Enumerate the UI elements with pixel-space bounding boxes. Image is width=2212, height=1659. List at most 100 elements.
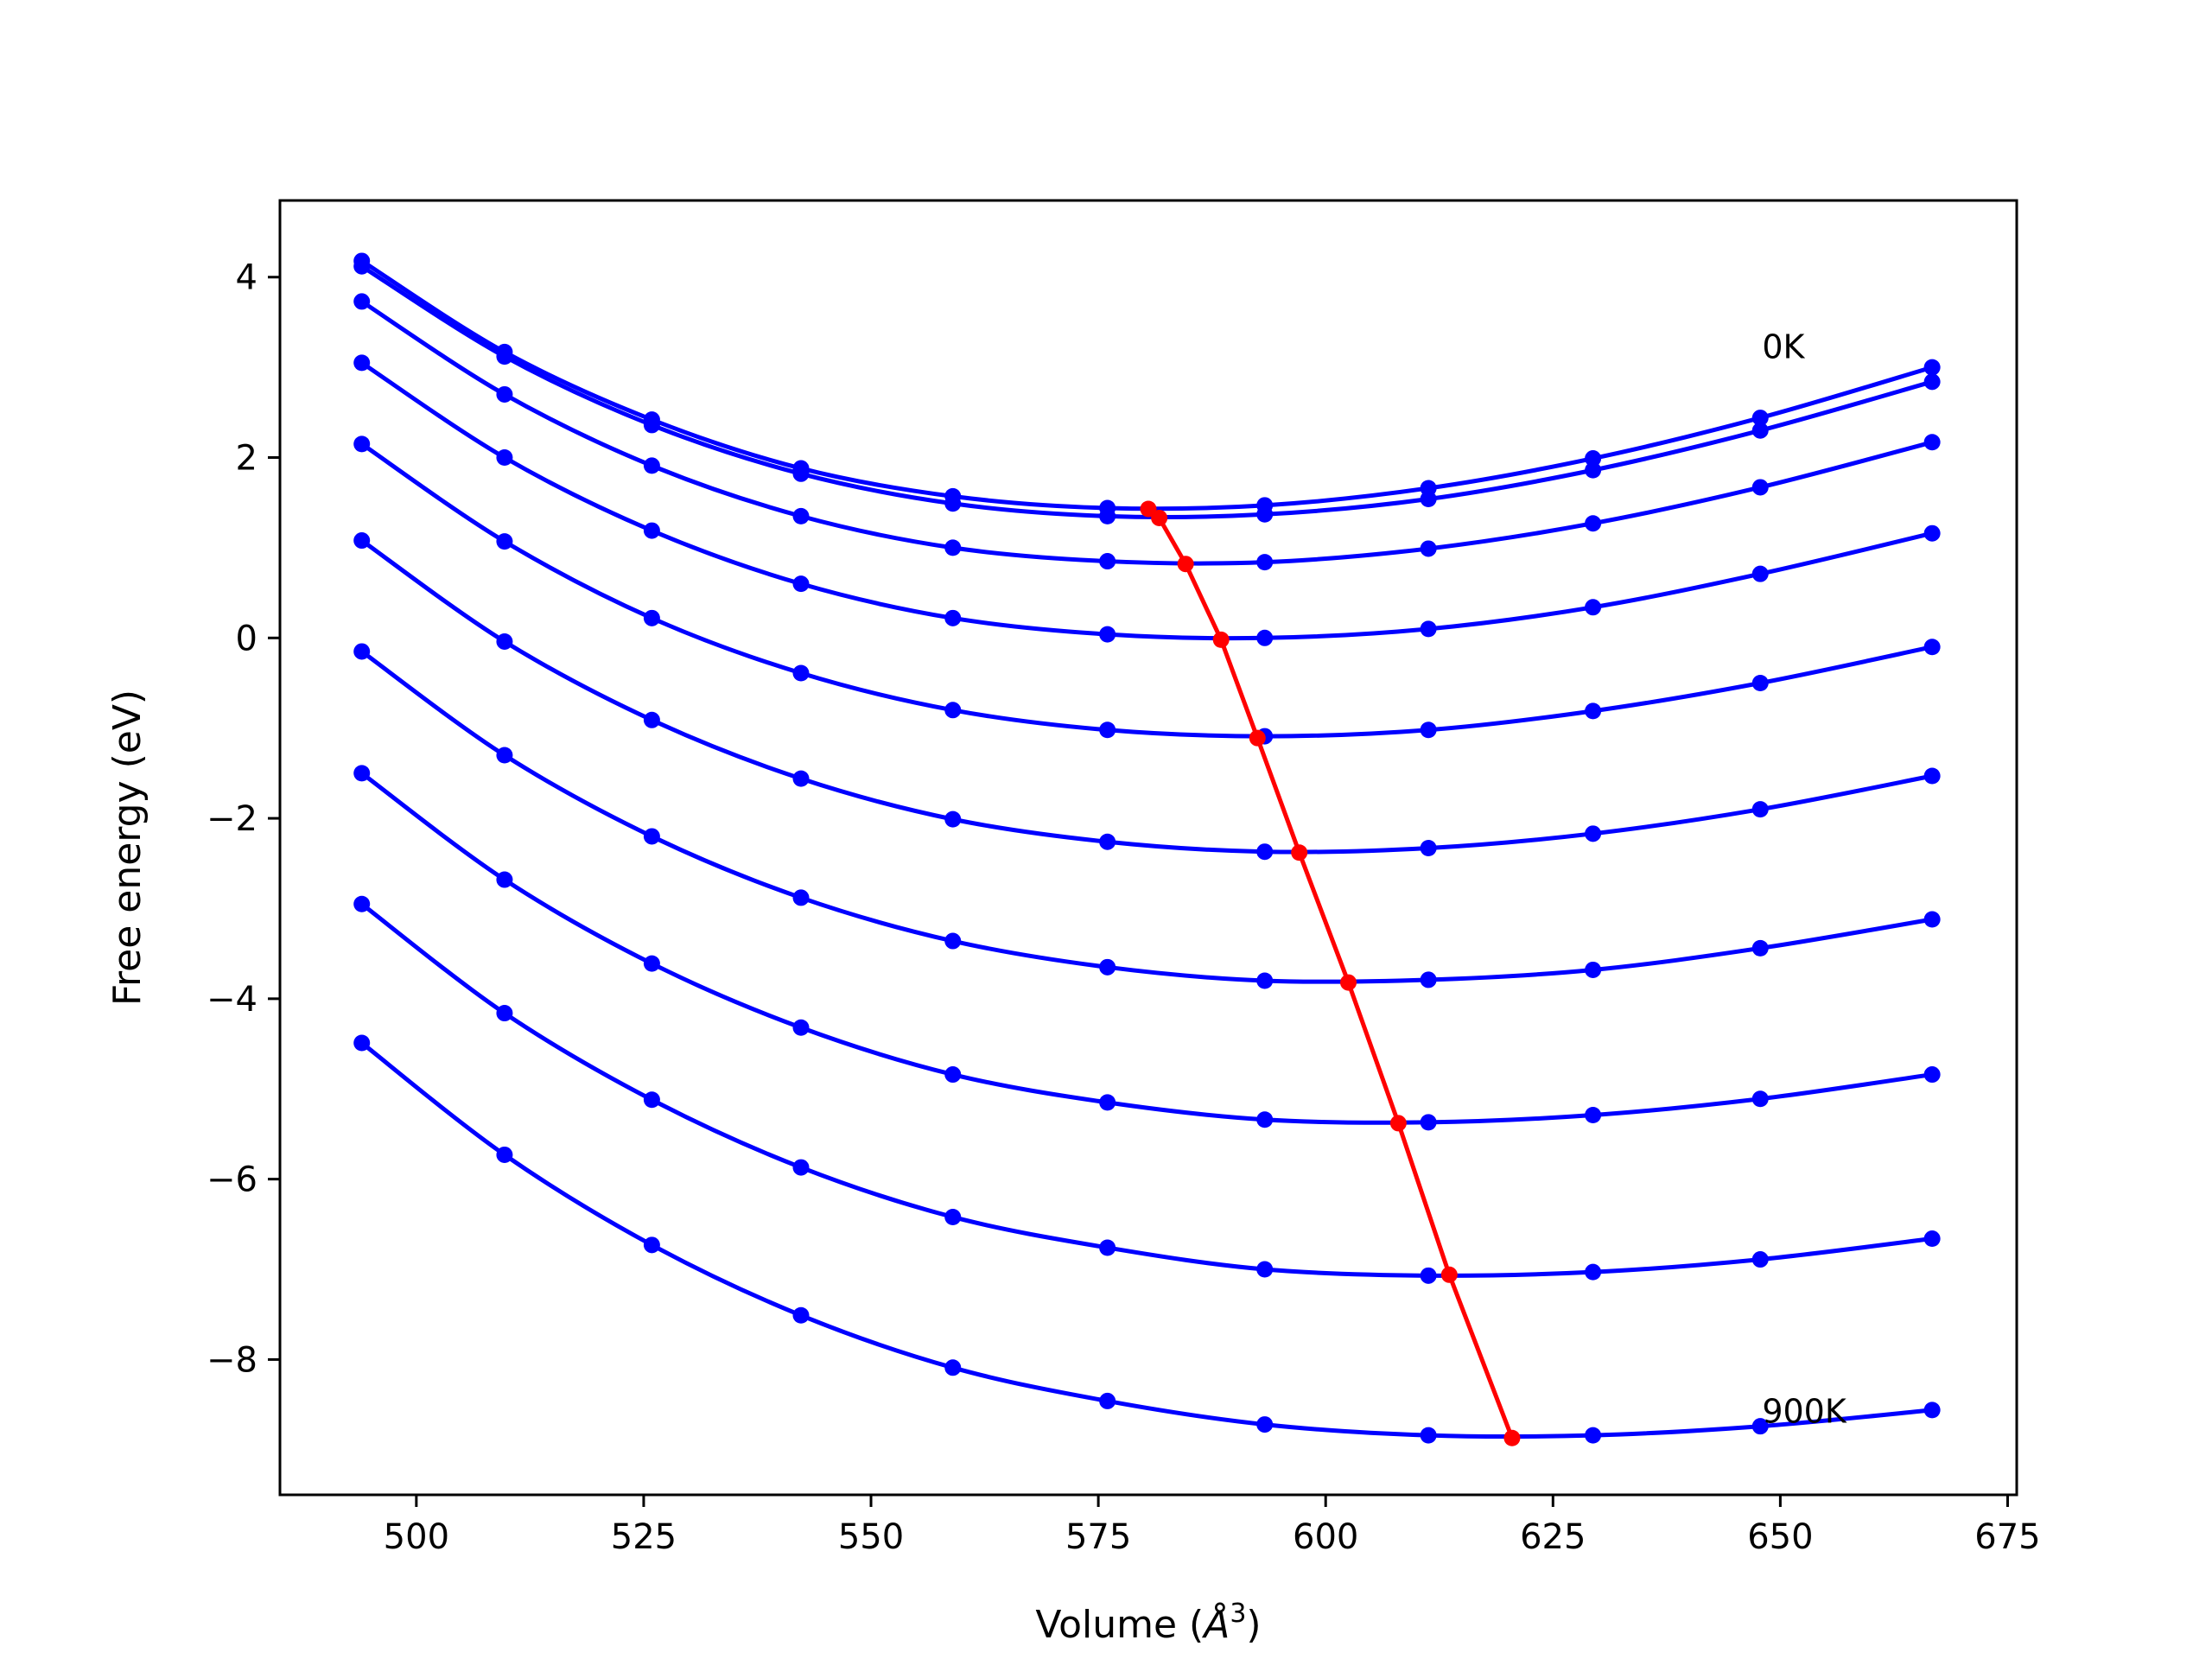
minima-point-3	[1212, 631, 1230, 648]
annotation-1: 900K	[1762, 1392, 1847, 1430]
series-5-point-6	[1256, 843, 1274, 861]
series-5-point-9	[1751, 801, 1769, 818]
series-layer	[353, 252, 1941, 1444]
series-7-point-4	[944, 1066, 962, 1084]
minima-point-8	[1440, 1266, 1458, 1283]
series-7-point-3	[792, 1019, 810, 1036]
x-axis-label-unit: Å	[1201, 1601, 1230, 1647]
series-6-point-10	[1923, 911, 1941, 928]
series-9-point-7	[1420, 1427, 1437, 1444]
x-tick-label-6: 650	[1747, 1517, 1813, 1557]
y-tick-label-4: 0	[236, 619, 257, 658]
minima-point-1	[1151, 509, 1168, 526]
series-5-point-8	[1585, 825, 1602, 842]
series-8-point-10	[1923, 1230, 1941, 1248]
series-6-point-7	[1420, 971, 1437, 988]
annotation-0: 0K	[1762, 328, 1805, 366]
y-tick-label-5: 2	[236, 439, 257, 479]
series-2-point-6	[1256, 554, 1274, 571]
series-8-point-6	[1256, 1261, 1274, 1278]
series-1-point-4	[944, 495, 962, 512]
series-9-point-5	[1099, 1392, 1116, 1409]
series-8-point-3	[792, 1159, 810, 1176]
x-axis-ticks: 500 525 550 575 600 625 650 675	[384, 1495, 2041, 1557]
series-3-point-10	[1923, 524, 1941, 542]
x-tick-label-1: 525	[611, 1517, 677, 1557]
series-4-point-2	[643, 609, 660, 626]
x-tick-label-3: 575	[1065, 1517, 1131, 1557]
series-1-point-10	[1923, 373, 1941, 391]
series-5-point-2	[643, 711, 660, 728]
plot-frame	[278, 199, 2018, 1497]
annotation-layer: 0K 900K	[1762, 328, 1847, 1431]
series-1-point-9	[1751, 422, 1769, 439]
minima-point-2	[1177, 556, 1194, 573]
series-9-point-1	[496, 1146, 513, 1163]
series-2-point-10	[1923, 434, 1941, 451]
series-6-point-2	[643, 828, 660, 845]
series-6-point-1	[496, 747, 513, 764]
series-6-point-0	[353, 643, 371, 660]
minima-point-6	[1340, 974, 1357, 991]
series-7-point-10	[1923, 1066, 1941, 1084]
series-7-point-9	[1751, 1090, 1769, 1108]
series-6-point-4	[944, 932, 962, 950]
y-tick-label-3: −2	[207, 799, 257, 839]
y-tick-label-0: −8	[207, 1340, 257, 1380]
series-2-point-5	[1099, 553, 1116, 570]
series-6-point-6	[1256, 972, 1274, 989]
series-4-point-4	[944, 702, 962, 719]
series-5-point-1	[496, 632, 513, 650]
series-9-point-3	[792, 1306, 810, 1324]
series-7-point-2	[643, 955, 660, 972]
series-9-point-6	[1256, 1416, 1274, 1433]
series-8-point-0	[353, 895, 371, 912]
series-5-point-7	[1420, 840, 1437, 857]
series-4-point-8	[1585, 702, 1602, 720]
series-8-point-1	[496, 1005, 513, 1022]
series-6-point-3	[792, 889, 810, 906]
series-7-point-8	[1585, 1107, 1602, 1124]
series-5-point-0	[353, 532, 371, 550]
y-tick-label-2: −4	[207, 980, 257, 1020]
series-9-point-4	[944, 1359, 962, 1376]
series-8-point-7	[1420, 1267, 1437, 1284]
y-tick-label-6: 4	[236, 258, 257, 298]
series-3-point-2	[643, 522, 660, 539]
series-7-point-1	[496, 871, 513, 888]
series-4-point-7	[1420, 721, 1437, 739]
x-tick-label-5: 625	[1520, 1517, 1586, 1557]
y-axis-label: Free energy (eV)	[105, 690, 149, 1006]
series-3-point-5	[1099, 626, 1116, 643]
x-tick-label-0: 500	[384, 1517, 449, 1557]
minima-point-0	[1140, 500, 1157, 518]
series-4-point-1	[496, 533, 513, 550]
series-5-point-3	[792, 770, 810, 787]
series-5-point-10	[1923, 767, 1941, 785]
series-7-point-0	[353, 765, 371, 782]
series-1-point-5	[1099, 507, 1116, 524]
series-line-6	[360, 649, 1933, 984]
x-tick-label-7: 675	[1974, 1517, 2040, 1557]
series-9-point-9	[1751, 1418, 1769, 1435]
series-7-point-7	[1420, 1114, 1437, 1131]
series-2-point-7	[1420, 540, 1437, 557]
x-axis-label-exp: 3	[1230, 1599, 1246, 1629]
minima-point-4	[1249, 729, 1266, 747]
series-2-point-9	[1751, 479, 1769, 496]
series-5-point-5	[1099, 833, 1116, 850]
series-2-point-8	[1585, 515, 1602, 532]
series-0-point-9	[1751, 410, 1769, 427]
series-1-point-1	[496, 348, 513, 365]
series-5-point-4	[944, 810, 962, 828]
x-tick-label-4: 600	[1293, 1517, 1358, 1557]
series-8-point-8	[1585, 1263, 1602, 1281]
series-6-point-9	[1751, 939, 1769, 957]
series-9-point-2	[643, 1236, 660, 1254]
series-9-point-0	[353, 1034, 371, 1052]
series-2-point-2	[643, 457, 660, 474]
series-3-point-6	[1256, 629, 1274, 646]
series-4-point-10	[1923, 639, 1941, 656]
x-tick-label-2: 550	[838, 1517, 904, 1557]
series-7-point-6	[1256, 1111, 1274, 1128]
